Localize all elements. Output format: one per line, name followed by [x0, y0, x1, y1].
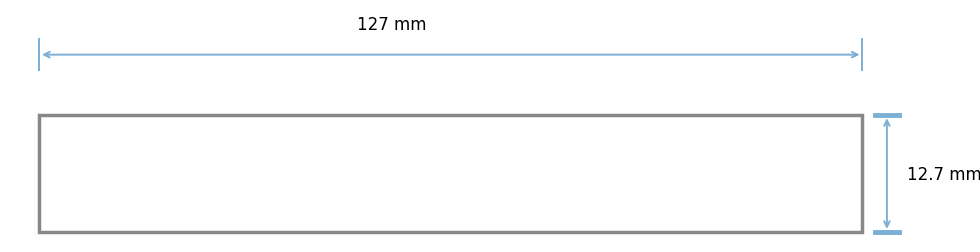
Bar [39, 116, 862, 232]
Text: 127 mm: 127 mm [358, 16, 426, 34]
Text: 12.7 mm: 12.7 mm [906, 165, 980, 183]
